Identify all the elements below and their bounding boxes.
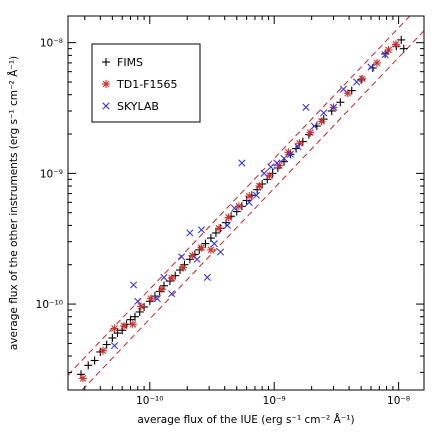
data-point-cross-16 (245, 198, 253, 206)
data-point-star-2 (110, 324, 119, 333)
data-point-star-12 (206, 245, 215, 254)
data-point-star-21 (295, 139, 304, 148)
data-point-cross-24 (302, 103, 310, 111)
data-point-plus-54 (399, 44, 408, 53)
y-tick-label: 10⁻¹⁰ (36, 299, 63, 311)
data-point-cross-6 (177, 253, 186, 261)
data-point-plus-5 (108, 333, 117, 342)
data-point-plus-2 (90, 356, 99, 365)
data-point-star-16 (245, 192, 254, 201)
data-point-cross-23 (294, 143, 302, 151)
legend-marker-star (102, 80, 110, 88)
data-point-star-6 (146, 294, 155, 303)
data-point-cross-4 (160, 273, 168, 281)
data-point-star-13 (215, 224, 224, 233)
x-tick-label: 10⁻¹⁰ (136, 395, 163, 407)
data-point-plus-47 (336, 98, 345, 107)
data-point-cross-15 (238, 159, 246, 167)
data-point-plus-6 (113, 329, 122, 338)
data-point-star-29 (391, 40, 400, 49)
axis-ticks (68, 16, 424, 390)
data-point-plus-10 (130, 312, 139, 321)
x-tick-label: 10⁻⁸ (387, 395, 410, 407)
data-point-plus-1 (84, 361, 93, 370)
data-point-plus-46 (327, 107, 336, 116)
plot-frame (67, 15, 425, 391)
data-point-cross-29 (353, 78, 361, 86)
data-point-cross-10 (203, 273, 211, 281)
data-point-star-3 (119, 321, 128, 330)
data-point-star-11 (197, 243, 206, 252)
data-point-cross-25 (310, 122, 318, 130)
data-point-cross-7 (186, 229, 194, 237)
data-point-star-9 (179, 263, 188, 272)
data-point-cross-17 (252, 191, 261, 199)
data-point-star-27 (372, 58, 381, 67)
reference-line-upper (67, 15, 411, 376)
data-point-cross-2 (134, 297, 142, 305)
legend-marker-plus (102, 58, 110, 66)
data-point-star-17 (255, 182, 264, 191)
data-point-cross-28 (339, 85, 347, 93)
data-point-plus-42 (298, 137, 307, 146)
data-point-cross-31 (381, 51, 389, 59)
reference-lines (67, 15, 425, 391)
data-point-star-4 (128, 320, 137, 329)
data-point-cross-30 (367, 63, 375, 71)
data-point-cross-1 (129, 281, 138, 289)
axis-tick-labels: 10⁻¹⁰ 10⁻¹⁰ 10⁻⁹ 10⁻⁹ 10⁻⁸ 10⁻⁸ (36, 38, 410, 407)
data-point-cross-26 (320, 109, 328, 117)
data-point-plus-48 (347, 86, 356, 95)
data-point-cross-22 (286, 150, 295, 158)
data-point-cross-21 (280, 154, 288, 163)
data-point-cross-0 (110, 342, 119, 350)
data-point-star-23 (317, 117, 326, 126)
data-point-star-22 (306, 128, 315, 137)
data-point-plus-24 (201, 239, 210, 248)
legend-box (91, 43, 201, 123)
data-point-cross-20 (273, 159, 281, 167)
legend-label-td1: TD1-F1565 (116, 78, 177, 91)
y-tick-label: 10⁻⁸ (40, 38, 63, 50)
reference-line-lower (81, 30, 425, 391)
data-point-cross-12 (216, 248, 225, 256)
data-point-cross-19 (267, 163, 275, 171)
data-point-star-10 (188, 251, 197, 260)
data-point-star-5 (137, 302, 146, 311)
data-point-cross-9 (197, 226, 206, 234)
legend: FIMS TD1-F1565 SKYLAB (91, 43, 201, 123)
data-point-cross-18 (260, 169, 268, 177)
data-point-star-14 (224, 213, 233, 222)
data-point-star-1 (98, 346, 107, 355)
y-axis-label: average flux of the other instruments (e… (7, 56, 20, 350)
data-point-cross-27 (329, 103, 338, 111)
data-point-plus-11 (135, 307, 144, 316)
legend-label-skylab: SKYLAB (117, 100, 159, 113)
data-point-cross-3 (153, 295, 161, 303)
data-points (77, 35, 408, 383)
x-axis-label: average flux of the IUE (erg s⁻¹ cm⁻² Å⁻… (137, 413, 354, 426)
data-point-plus-26 (211, 228, 220, 237)
data-point-cross-11 (210, 240, 218, 248)
data-point-plus-4 (102, 340, 111, 349)
data-point-star-15 (234, 202, 243, 211)
data-point-cross-5 (168, 290, 176, 298)
legend-label-fims: FIMS (117, 56, 143, 69)
y-tick-label: 10⁻⁹ (40, 168, 63, 180)
data-point-star-28 (384, 45, 393, 54)
legend-marker-cross (102, 102, 110, 110)
data-point-cross-8 (193, 255, 201, 263)
legend-markers (102, 58, 110, 110)
x-tick-label: 10⁻⁹ (263, 395, 286, 407)
data-point-cross-13 (223, 221, 231, 229)
data-point-star-7 (157, 285, 166, 294)
data-point-cross-14 (230, 204, 239, 212)
data-point-star-0 (78, 374, 87, 383)
data-point-star-8 (167, 274, 176, 283)
data-point-plus-53 (397, 35, 406, 44)
